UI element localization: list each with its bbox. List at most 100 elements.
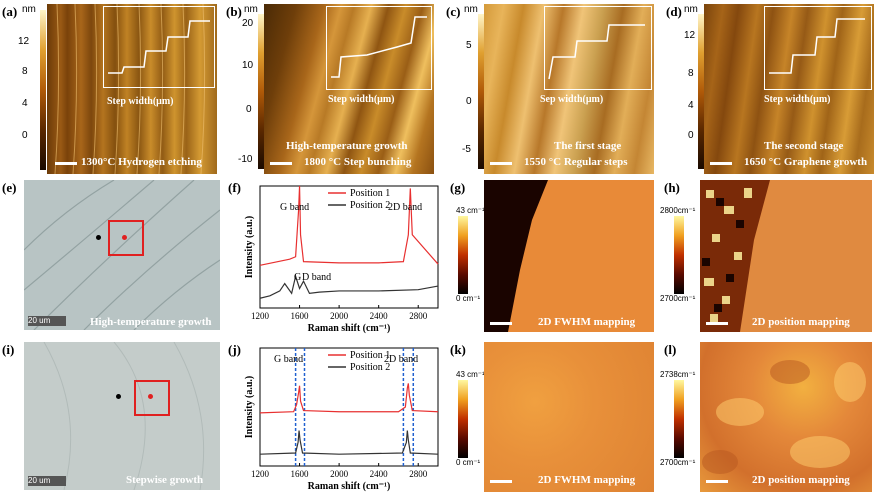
x-tick-label: 2800 [409,311,428,321]
scalebar-g [490,322,512,325]
afm-image-c: Sep width(μm) The first stage 1550 °C Re… [484,4,654,174]
tick-b-0: 20 [242,18,254,29]
caption-a: 1300°C Hydrogen etching [81,156,202,168]
panel-label-i: (i) [2,342,15,357]
caption-c-line1: The first stage [554,140,622,152]
panel-label-h: (h) [664,180,680,195]
series-line-2 [259,274,439,299]
x-tick-label: 1200 [251,469,270,479]
colorbar-h [674,216,684,294]
inset-xlabel-c: Sep width(μm) [540,94,604,105]
tick-b-2: 0 [246,104,252,115]
scalebar-d [710,162,732,165]
panel-label-b: (b) [226,4,242,19]
cbar-min-g: 0 cm⁻¹ [456,294,481,303]
annotation-4: D band [302,272,331,283]
scale-text-e: 20 um [28,316,51,325]
inset-xlabel-d: Step width(μm) [764,94,831,105]
x-tick-label: 2400 [370,469,389,479]
caption-e: High-temperature growth [90,316,212,328]
cbar-max-k: 43 cm⁻¹ [456,370,485,379]
scalebar-b [270,162,292,165]
panel-label-k: (k) [450,342,466,357]
inset-profile-d [769,18,865,74]
inset-profile-a [108,20,210,74]
tick-a-0: 12 [18,36,30,47]
panel-label-g: (g) [450,180,466,195]
caption-h: 2D position mapping [752,316,850,328]
colorbar-d [698,14,704,169]
annotation-1: G band [274,354,303,365]
tick-c-1: 0 [466,96,472,107]
panel-label-e: (e) [2,180,17,195]
legend-label-2: Position 2 [350,200,390,211]
legend-label-1: Position 1 [350,188,390,199]
tick-a-3: 0 [22,130,28,141]
x-tick-label: 2000 [330,311,349,321]
scalebar-h [706,322,728,325]
caption-g: 2D FWHM mapping [538,316,636,328]
afm-image-d: Step width(μm) The second stage 1650 °C … [704,4,874,174]
inset-profile-b [331,16,427,78]
unit-label-c: nm [464,4,478,15]
cbar-min-k: 0 cm⁻¹ [456,458,481,467]
scalebar-a [55,162,77,165]
scalebar-c [490,162,512,165]
position1-dot-i [148,394,153,399]
mapping-image-g: 2D FWHM mapping [484,180,654,332]
scalebar-k [490,480,512,483]
caption-b-line1: High-temperature growth [286,140,408,152]
cbar-min-l: 2700cm⁻¹ [660,458,696,467]
unit-label-d: nm [684,4,698,15]
inset-plot-b [326,6,432,90]
position1-dot-e [122,235,127,240]
afm-image-a: Step width(μm) 1300°C Hydrogen etching [47,4,217,174]
caption-i: Stepwise growth [126,474,204,486]
tick-c-2: -5 [462,144,471,155]
cbar-max-l: 2738cm⁻¹ [660,370,696,379]
mapping-image-h: 2D position mapping [700,180,872,332]
tick-d-2: 4 [688,100,694,111]
optical-steps-e [24,180,220,330]
annotation-2: 2D band [388,202,422,213]
scalebar-l [706,480,728,483]
annotation-3: G [294,272,301,283]
x-axis-label: Raman shift (cm⁻¹) [308,323,391,334]
scale-tag-e [28,316,66,326]
caption-c-line2: 1550 °C Regular steps [524,156,628,168]
optical-image-i: 20 um Stepwise growth [24,342,220,490]
series-line-1 [259,185,439,266]
raman-chart-f: 1200 1600 2000 2400 2800 Raman shift (cm⁻¹) In… [244,185,439,334]
mapping-texture-l [702,360,866,474]
afm-steps-a [54,4,206,174]
scale-tag-i [28,476,66,486]
inset-plot-a [103,6,215,88]
tick-d-1: 8 [688,68,694,79]
panel-label-c: (c) [446,4,461,19]
scale-text-i: 20 um [28,476,51,485]
plot-frame [259,347,439,467]
cbar-max-h: 2800cm⁻¹ [660,206,696,215]
annotation-2: 2D band [384,354,418,365]
colorbar-k [458,380,468,458]
legend-label-1: Position 1 [350,350,390,361]
annotation-1: G band [280,202,309,213]
tick-b-1: 10 [242,60,254,71]
cbar-max-g: 43 cm⁻¹ [456,206,485,215]
x-axis-label: Raman shift (cm⁻¹) [308,481,391,492]
mapping-boundary-g [484,180,548,332]
afm-image-b: Step width(μm) High-temperature growth 1… [264,4,434,174]
mapping-image-k: 2D FWHM mapping [484,342,654,492]
tick-c-0: 5 [466,40,472,51]
x-tick-label: 1600 [291,311,310,321]
colorbar-a [40,10,46,170]
tick-d-0: 12 [684,30,696,41]
mapping-image-l: 2D position mapping [700,342,872,492]
cbar-min-h: 2700cm⁻¹ [660,294,696,303]
x-tick-label: 1600 [291,469,310,479]
legend-label-2: Position 2 [350,362,390,373]
tick-a-2: 4 [22,98,28,109]
panel-label-a: (a) [2,4,18,19]
series-line-1 [259,383,439,414]
caption-b-line2: 1800 °C Step bunching [304,156,412,168]
